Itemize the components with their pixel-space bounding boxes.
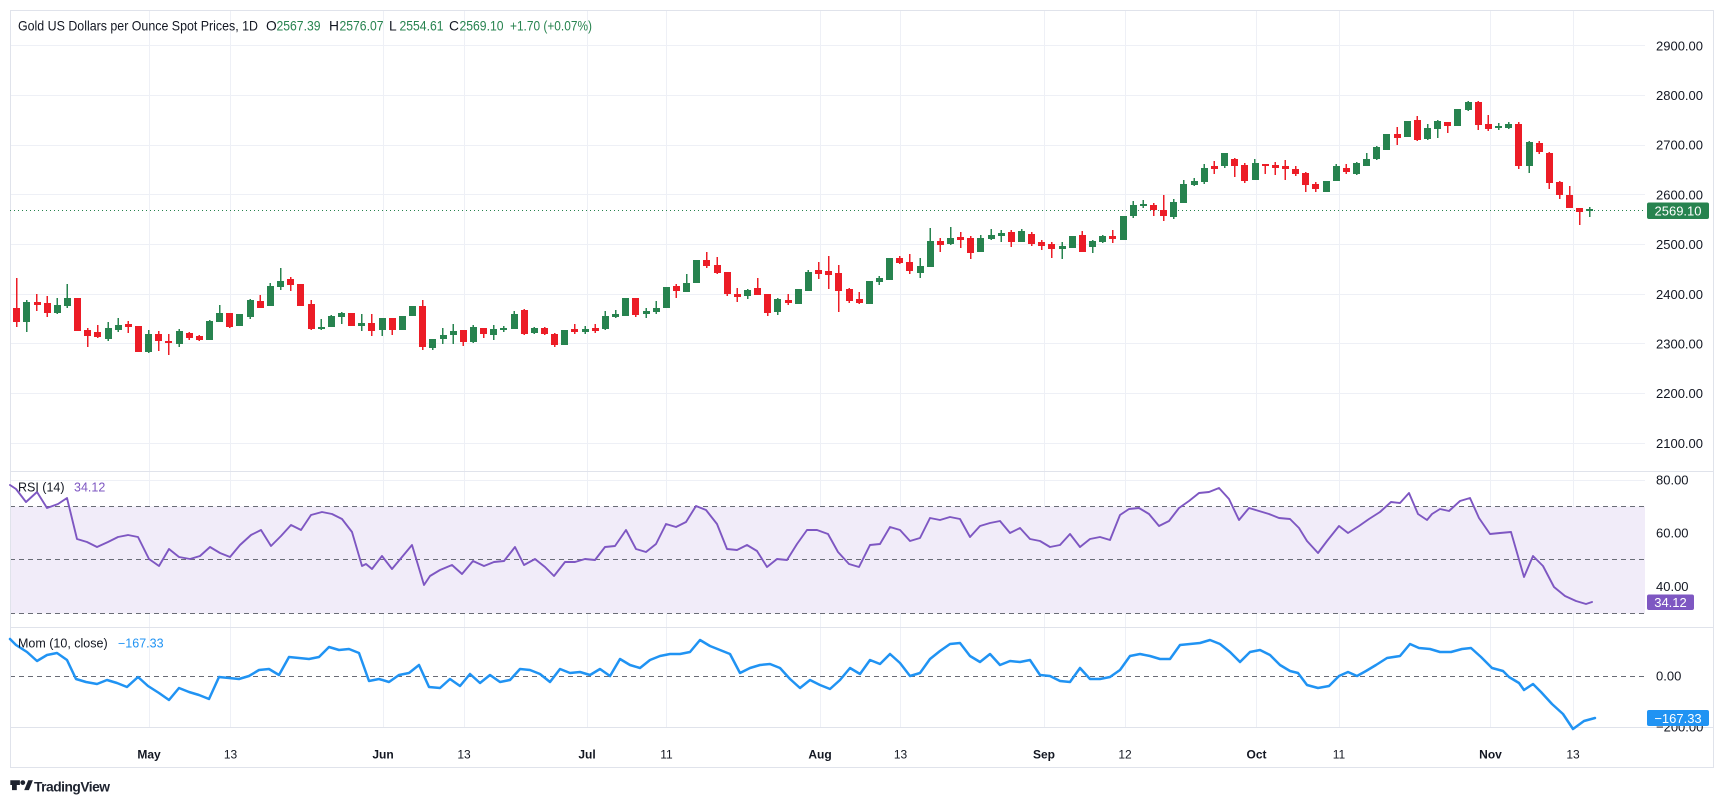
svg-text:12: 12 xyxy=(1118,748,1132,762)
svg-text:−167.33: −167.33 xyxy=(118,637,164,651)
svg-text:+1.70 (+0.07%): +1.70 (+0.07%) xyxy=(510,19,592,34)
svg-text:2567.39: 2567.39 xyxy=(277,19,321,34)
svg-text:L: L xyxy=(389,19,397,34)
svg-text:Oct: Oct xyxy=(1246,748,1266,762)
svg-text:Aug: Aug xyxy=(808,748,831,762)
svg-text:May: May xyxy=(137,748,161,762)
svg-text:2576.07: 2576.07 xyxy=(340,19,384,34)
svg-text:Nov: Nov xyxy=(1479,748,1502,762)
svg-text:RSI (14): RSI (14) xyxy=(18,481,65,495)
svg-text:34.12: 34.12 xyxy=(1654,595,1687,610)
svg-text:TradingView: TradingView xyxy=(34,780,110,795)
svg-text:H: H xyxy=(329,19,339,34)
svg-text:2300.00: 2300.00 xyxy=(1656,337,1703,352)
svg-text:Gold US Dollars per Ounce Spot: Gold US Dollars per Ounce Spot Prices, 1… xyxy=(18,19,258,34)
svg-text:40.00: 40.00 xyxy=(1656,579,1689,594)
svg-text:2700.00: 2700.00 xyxy=(1656,138,1703,153)
svg-text:O: O xyxy=(266,19,277,34)
svg-text:13: 13 xyxy=(457,748,471,762)
svg-text:Mom (10, close): Mom (10, close) xyxy=(18,637,108,651)
svg-text:Jul: Jul xyxy=(578,748,595,762)
svg-text:−167.33: −167.33 xyxy=(1654,711,1701,726)
svg-text:2569.10: 2569.10 xyxy=(1655,203,1702,218)
svg-text:Jun: Jun xyxy=(372,748,393,762)
svg-text:C: C xyxy=(449,19,459,34)
svg-text:2500.00: 2500.00 xyxy=(1656,237,1703,252)
svg-text:11: 11 xyxy=(660,748,673,762)
svg-text:2100.00: 2100.00 xyxy=(1656,436,1703,451)
svg-text:60.00: 60.00 xyxy=(1656,526,1689,541)
svg-text:2900.00: 2900.00 xyxy=(1656,38,1703,53)
svg-text:13: 13 xyxy=(1566,748,1580,762)
svg-text:2569.10: 2569.10 xyxy=(460,19,504,34)
svg-text:2554.61: 2554.61 xyxy=(400,19,444,34)
svg-text:0.00: 0.00 xyxy=(1656,669,1681,684)
svg-text:Sep: Sep xyxy=(1033,748,1055,762)
svg-text:13: 13 xyxy=(894,748,908,762)
svg-text:2600.00: 2600.00 xyxy=(1656,187,1703,202)
svg-text:80.00: 80.00 xyxy=(1656,473,1689,488)
svg-text:2200.00: 2200.00 xyxy=(1656,386,1703,401)
svg-text:11: 11 xyxy=(1333,748,1346,762)
svg-text:34.12: 34.12 xyxy=(74,481,105,495)
svg-text:2400.00: 2400.00 xyxy=(1656,287,1703,302)
svg-text:13: 13 xyxy=(224,748,238,762)
svg-text:2800.00: 2800.00 xyxy=(1656,88,1703,103)
